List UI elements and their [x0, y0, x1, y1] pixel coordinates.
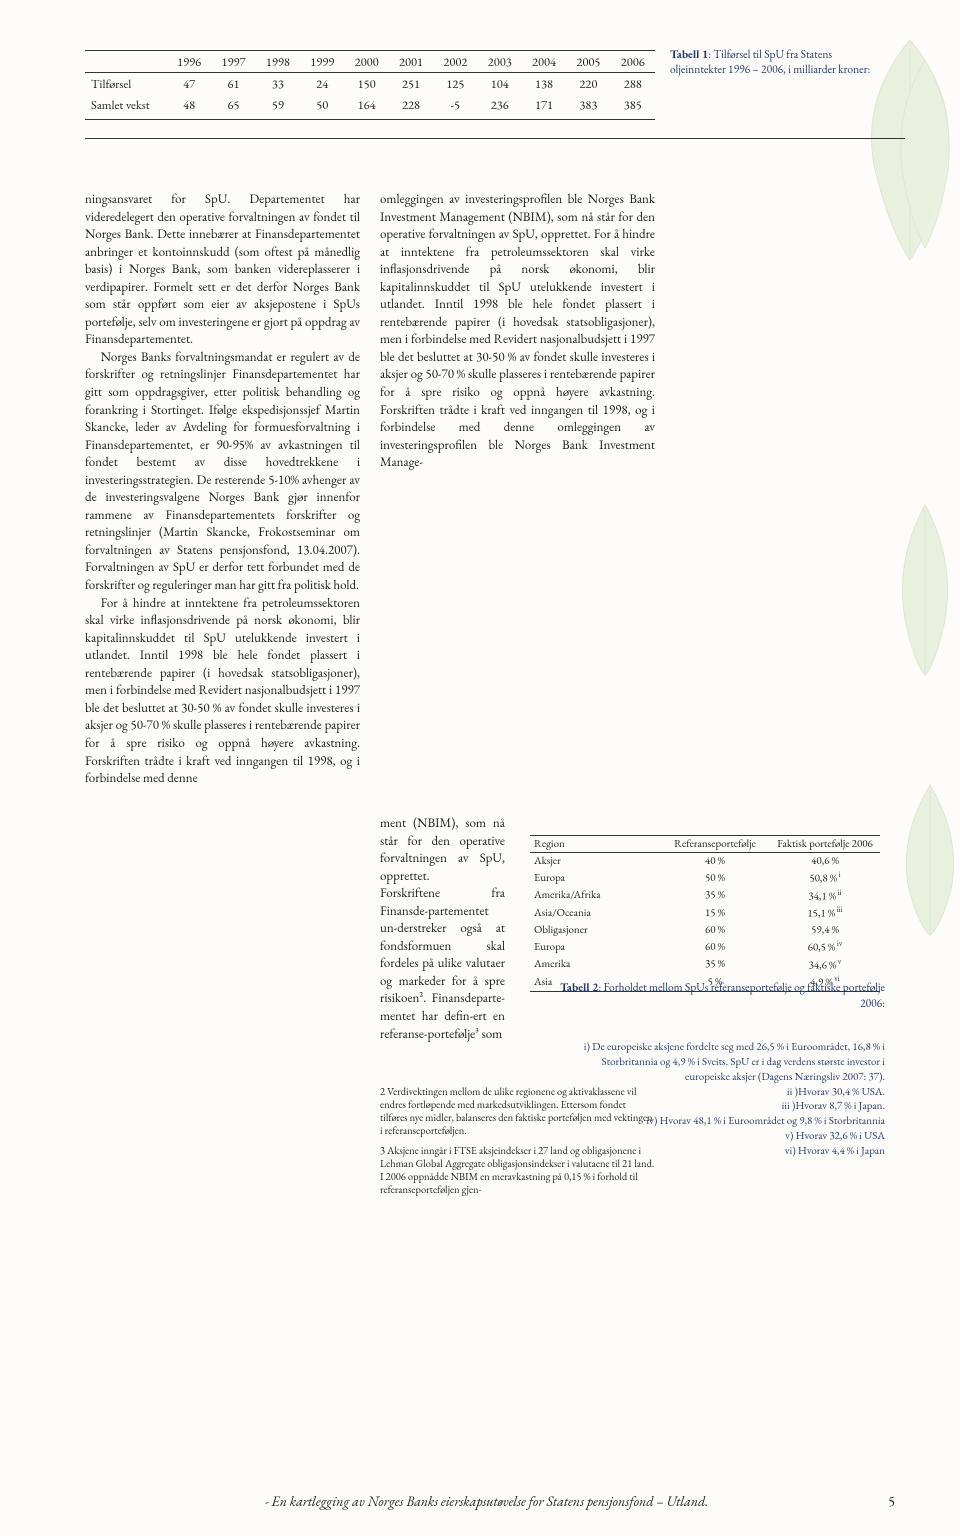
- table-1-cell: 47: [167, 73, 211, 95]
- paragraph: omleggingen av investeringsprofilen ble …: [380, 190, 655, 471]
- table-1-year: 1996: [167, 51, 211, 73]
- table-2-cell: Europa: [530, 938, 660, 956]
- table-2-row: Europa60 %60,5 % iv: [530, 938, 880, 956]
- table-1-cell: 33: [256, 73, 300, 95]
- table-2-cell: 60 %: [660, 922, 770, 938]
- table-2-row: Asia/Oceania15 %15,1 % iii: [530, 904, 880, 922]
- table-2-cell: 40 %: [660, 853, 770, 870]
- column-middle-narrow: ment (NBIM), som nå står for den operati…: [380, 814, 505, 1042]
- table-1-year: 2003: [478, 51, 522, 73]
- table-2-cell: 34,1 % ii: [770, 887, 880, 905]
- table-2-cell: 15,1 % iii: [770, 904, 880, 922]
- paragraph: ment (NBIM), som nå står for den operati…: [380, 814, 505, 1042]
- table-1-cell: 171: [522, 94, 566, 120]
- table-2-header: Region: [530, 836, 660, 853]
- table-1-year: 2002: [433, 51, 477, 73]
- table-1-cell: 164: [344, 94, 388, 120]
- table-2-cell: 59,4 %: [770, 922, 880, 938]
- table-2-note: v) Hvorav 32,6 % i USA: [560, 1129, 885, 1144]
- page-number: 5: [888, 1493, 895, 1511]
- table-2-cell: 35 %: [660, 956, 770, 974]
- table-2-cell: 35 %: [660, 887, 770, 905]
- table-2-note: iv) Hvorav 48,1 % i Euroområdet og 9,8 %…: [560, 1114, 885, 1129]
- leaf-decoration-icon: [890, 780, 960, 940]
- table-1: 1996 1997 1998 1999 2000 2001 2002 2003 …: [85, 50, 655, 139]
- table-2-cell: Aksjer: [530, 853, 660, 870]
- table-1-year: 1998: [256, 51, 300, 73]
- table-2-row: Europa50 %50,8 % i: [530, 869, 880, 887]
- table-2-caption: Tabell 2: Forholdet mellom SpUs referans…: [540, 980, 885, 1011]
- table-1-cell: 50: [300, 94, 344, 120]
- paragraph: For å hindre at inntektene fra petroleum…: [85, 594, 360, 787]
- table-2-note: ii )Hvorav 30,4 % USA.: [560, 1085, 885, 1100]
- table-1-cell: 236: [478, 94, 522, 120]
- table-2-header-row: Region Referanseportefølje Faktisk porte…: [530, 836, 880, 853]
- table-2-cell: Obligasjoner: [530, 922, 660, 938]
- table-1-cell: 125: [433, 73, 477, 95]
- page-footer: - En kartlegging av Norges Banks eierska…: [85, 1493, 905, 1511]
- table-1-caption: Tabell 1: Tilførsel til SpU fra Statens …: [670, 48, 880, 78]
- table-1-year: 2001: [389, 51, 433, 73]
- table-1-cell: 228: [389, 94, 433, 120]
- table-1-cell: 220: [566, 73, 610, 95]
- table-1-cell: 104: [478, 73, 522, 95]
- table-2-cell: Asia/Oceania: [530, 904, 660, 922]
- table-1-cell: 150: [344, 73, 388, 95]
- table-1-cell: 59: [256, 94, 300, 120]
- table-1-cell: 48: [167, 94, 211, 120]
- table-1-year: 1997: [211, 51, 255, 73]
- table-1-cell: 288: [611, 73, 655, 95]
- table-1-cell: 65: [211, 94, 255, 120]
- table-2-note: iii )Hvorav 8,7 % i Japan.: [560, 1099, 885, 1114]
- table-1-year: 2004: [522, 51, 566, 73]
- table-2-row: Amerika/Afrika35 %34,1 % ii: [530, 887, 880, 905]
- page: 1996 1997 1998 1999 2000 2001 2002 2003 …: [0, 0, 960, 1536]
- table-1-cell: 138: [522, 73, 566, 95]
- table-2-note: i) De europeiske aksjene fordelte seg me…: [560, 1040, 885, 1085]
- table-1-year: 2006: [611, 51, 655, 73]
- table-1-row: Tilførsel 47 61 33 24 150 251 125 104 13…: [85, 73, 655, 95]
- table-1-row: Samlet vekst 48 65 59 50 164 228 -5 236 …: [85, 94, 655, 120]
- paragraph: ningsansvaret for SpU. Departementet har…: [85, 190, 360, 348]
- table-2-cell: 34,6 % v: [770, 956, 880, 974]
- table-2-cell: 50,8 % i: [770, 869, 880, 887]
- table-2-header: Faktisk portefølje 2006: [770, 836, 880, 853]
- table-2-cell: Europa: [530, 869, 660, 887]
- table-1-row-label: Tilførsel: [85, 73, 167, 95]
- table-1-cell: 385: [611, 94, 655, 120]
- table-1-row-label: Samlet vekst: [85, 94, 167, 120]
- table-2-cell: 50 %: [660, 869, 770, 887]
- paragraph: Norges Banks forvaltningsmandat er regul…: [85, 348, 360, 594]
- table-1-cell: -5: [433, 94, 477, 120]
- table-1-cell: 61: [211, 73, 255, 95]
- table-1-caption-label: Tabell 1: [670, 47, 708, 62]
- table-1-year: 2005: [566, 51, 610, 73]
- table-2-header: Referanseportefølje: [660, 836, 770, 853]
- table-1-year: 1999: [300, 51, 344, 73]
- column-left: ningsansvaret for SpU. Departementet har…: [85, 190, 360, 787]
- table-2-cell: 15 %: [660, 904, 770, 922]
- table-1-year: 2000: [344, 51, 388, 73]
- table-1-cell: 383: [566, 94, 610, 120]
- leaf-decoration-icon: [890, 500, 960, 680]
- table-2-row: Aksjer40 %40,6 %: [530, 853, 880, 870]
- table-2-cell: Amerika: [530, 956, 660, 974]
- table-2-cell: 40,6 %: [770, 853, 880, 870]
- table-2-cell: Amerika/Afrika: [530, 887, 660, 905]
- table-2-cell: 60,5 % iv: [770, 938, 880, 956]
- table-2-cell: 60 %: [660, 938, 770, 956]
- table-2-row: Amerika35 %34,6 % v: [530, 956, 880, 974]
- table-2-caption-text: : Forholdet mellom SpUs referanseportefø…: [598, 980, 885, 1011]
- table-1-header-row: 1996 1997 1998 1999 2000 2001 2002 2003 …: [85, 51, 655, 73]
- table-2-notes: i) De europeiske aksjene fordelte seg me…: [560, 1040, 885, 1159]
- table-2-note: vi) Hvorav 4,4 % i Japan: [560, 1144, 885, 1159]
- table-1-cell: 251: [389, 73, 433, 95]
- table-2-caption-label: Tabell 2: [560, 980, 598, 995]
- footer-title: - En kartlegging av Norges Banks eierska…: [265, 1493, 708, 1511]
- table-2-row: Obligasjoner60 %59,4 %: [530, 922, 880, 938]
- table-1-cell: 24: [300, 73, 344, 95]
- table-2: Region Referanseportefølje Faktisk porte…: [530, 835, 880, 992]
